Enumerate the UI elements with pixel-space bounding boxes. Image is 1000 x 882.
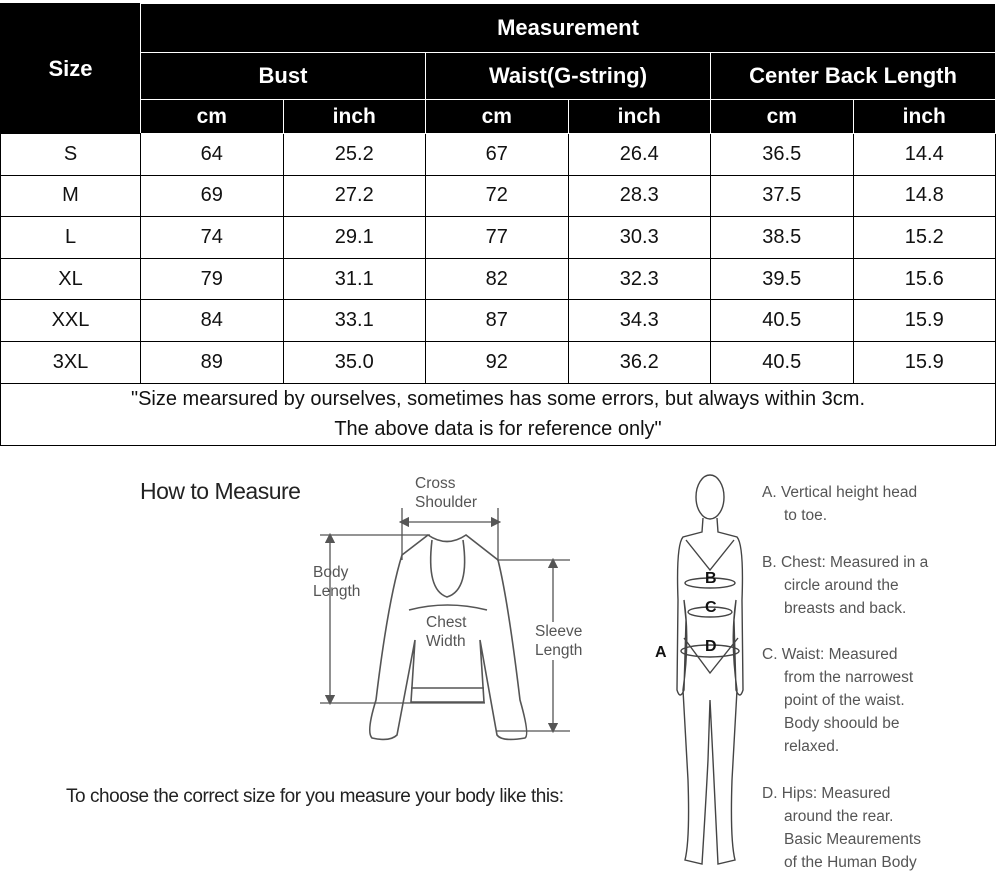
unit-header: cm: [140, 99, 284, 134]
unit-header: cm: [710, 99, 854, 134]
label-line: Sleeve: [535, 623, 583, 640]
value-cell: 89: [140, 340, 284, 384]
legend-item: C. Waist: Measured from the narrowest poin…: [762, 643, 913, 758]
letter-b: B: [705, 570, 717, 587]
waist-header: Waist(G-string): [425, 52, 711, 100]
instruction-text: To choose the correct size for you measu…: [66, 786, 564, 807]
value-cell: 36.2: [567, 340, 711, 384]
legend-item: B. Chest: Measured in a circle around the…: [762, 551, 928, 620]
size-cell: XXL: [0, 299, 141, 342]
table-row: S 64 25.2 67 26.4 36.5 14.4: [0, 133, 996, 176]
label-line: Body: [313, 564, 349, 581]
value-cell: 29.1: [282, 216, 426, 259]
legend-line: C. Waist: Measured: [762, 646, 898, 663]
label-line: Cross: [415, 475, 456, 492]
legend-item: A. Vertical height head to toe.: [762, 481, 917, 527]
value-cell: 79: [140, 257, 284, 301]
label-line: Length: [313, 583, 361, 600]
legend-item: D. Hips: Measured around the rear. Basic M…: [762, 782, 921, 874]
value-cell: 27.2: [282, 174, 426, 218]
size-cell: 3XL: [0, 340, 141, 384]
chest-width-label: Chest Width: [426, 613, 467, 651]
legend-line: A. Vertical height head: [762, 484, 918, 501]
measurement-header: Measurement: [140, 3, 996, 53]
value-cell: 26.4: [567, 133, 711, 176]
value-cell: 34.3: [567, 299, 711, 342]
value-cell: 72: [425, 174, 569, 218]
unit-header: cm: [425, 99, 569, 134]
label-line: Chest: [426, 614, 467, 631]
legend-line: to toe.: [784, 507, 828, 524]
legend-line: of the Human Body: [784, 854, 917, 871]
value-cell: 32.3: [567, 257, 711, 301]
value-cell: 36.5: [710, 133, 854, 176]
value-cell: 92: [425, 340, 569, 384]
unit-header: inch: [567, 99, 711, 134]
unit-header: inch: [282, 99, 426, 134]
value-cell: 31.1: [282, 257, 426, 301]
legend-line: breasts and back.: [784, 600, 907, 617]
value-cell: 40.5: [710, 299, 854, 342]
value-cell: 37.5: [710, 174, 854, 218]
measurement-note: "Size mearsured by ourselves, sometimes …: [0, 382, 996, 446]
size-header: Size: [0, 3, 141, 134]
sweater-icon: [368, 534, 528, 741]
legend-line: B. Chest: Measured in a: [762, 554, 929, 571]
body-figure-icon: [676, 474, 744, 865]
value-cell: 40.5: [710, 340, 854, 384]
how-to-measure-title: How to Measure: [140, 478, 301, 504]
legend-line: circle around the: [784, 577, 899, 594]
letter-a: A: [655, 644, 667, 661]
legend-line: Body shoould be: [784, 715, 900, 732]
value-cell: 28.3: [567, 174, 711, 218]
sleeve-length-label: Sleeve Length: [535, 622, 583, 660]
value-cell: 67: [425, 133, 569, 176]
legend-line: point of the waist.: [784, 692, 905, 709]
legend-line: relaxed.: [784, 738, 840, 755]
table-row: XL 79 31.1 82 32.3 39.5 15.6: [0, 257, 996, 301]
legend-line: from the narrowest: [784, 669, 914, 686]
value-cell: 38.5: [710, 216, 854, 259]
label-line: Width: [426, 633, 466, 650]
back-length-header: Center Back Length: [710, 52, 996, 100]
size-chart-table: Size Measurement Bust Waist(G-string) Ce…: [0, 3, 996, 446]
value-cell: 15.9: [852, 299, 996, 342]
value-cell: 82: [425, 257, 569, 301]
note-line: The above data is for reference only": [334, 418, 662, 441]
unit-header: inch: [852, 99, 996, 134]
letter-c: C: [705, 599, 717, 616]
value-cell: 15.2: [852, 216, 996, 259]
note-line: "Size mearsured by ourselves, sometimes …: [130, 388, 866, 411]
value-cell: 77: [425, 216, 569, 259]
legend-line: around the rear.: [784, 808, 894, 825]
value-cell: 25.2: [282, 133, 426, 176]
table-row: 3XL 89 35.0 92 36.2 40.5 15.9: [0, 340, 996, 384]
legend-line: D. Hips: Measured: [762, 785, 891, 802]
letter-d: D: [705, 638, 717, 655]
label-line: Shoulder: [415, 494, 478, 511]
body-length-label: Body Length: [313, 563, 360, 601]
table-row: XXL 84 33.1 87 34.3 40.5 15.9: [0, 299, 996, 342]
legend-line: Basic Meaurements: [784, 831, 921, 848]
value-cell: 84: [140, 299, 284, 342]
cross-shoulder-label: Cross Shoulder: [415, 474, 477, 512]
size-cell: XL: [0, 257, 141, 301]
value-cell: 33.1: [282, 299, 426, 342]
label-line: Length: [535, 642, 583, 659]
